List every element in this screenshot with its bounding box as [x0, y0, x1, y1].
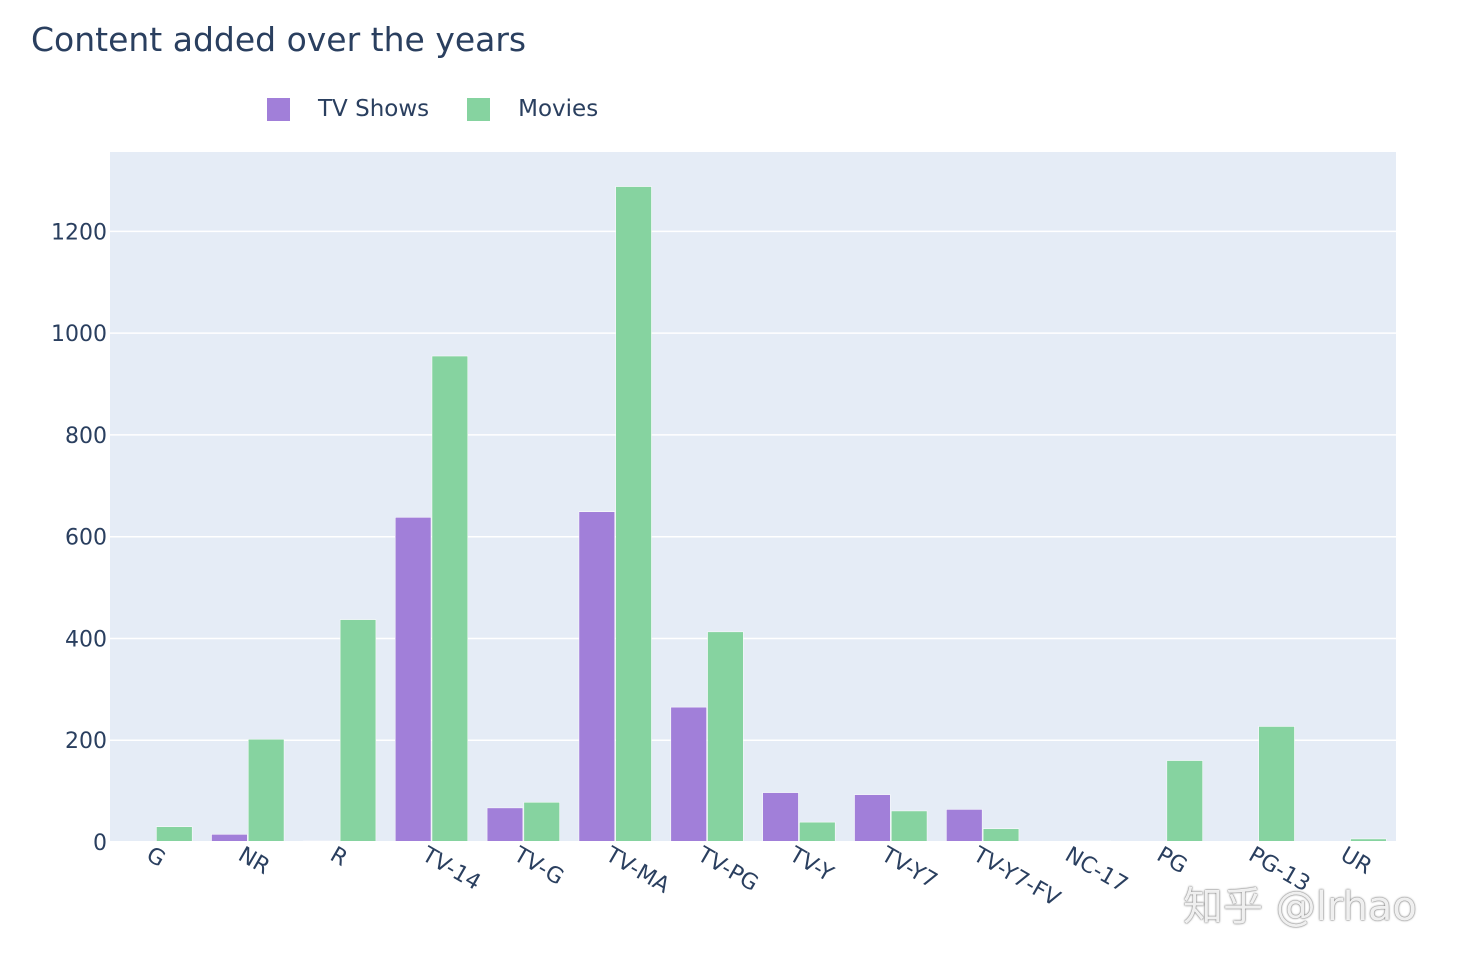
x-tick-label-tv-14: TV-14 [417, 842, 485, 896]
legend-label-movies: Movies [518, 96, 599, 122]
plot-background [110, 152, 1396, 842]
legend-swatch-movies [467, 97, 491, 121]
x-tick-label-r: R [326, 842, 352, 871]
legend-item-movies[interactable]: Movies [467, 96, 598, 122]
bar-tv-shows-tv-y7 [854, 794, 891, 843]
legend-item-tv-shows[interactable]: TV Shows [267, 96, 429, 122]
y-tick-label-400: 400 [65, 627, 107, 652]
bar-tv-shows-tv-ma [578, 511, 615, 843]
x-tick-label-tv-pg: TV-PG [692, 842, 762, 897]
bar-movies-tv-y7-fv [982, 828, 1020, 843]
bar-movies-tv-ma [615, 186, 652, 843]
bar-movies-tv-g [523, 802, 560, 843]
x-tick-label-tv-y: TV-Y [784, 842, 838, 887]
bar-movies-tv-14 [431, 355, 468, 843]
bar-tv-shows-tv-pg [670, 706, 707, 843]
legend-label-tv-shows: TV Shows [318, 96, 430, 122]
bar-tv-shows-tv-14 [395, 517, 432, 843]
y-tick-label-1000: 1000 [51, 322, 107, 347]
x-tick-label-tv-y7-fv: TV-Y7-FV [968, 842, 1064, 912]
x-tick-label-g: G [142, 842, 169, 872]
x-tick-label-tv-g: TV-G [509, 842, 568, 891]
watermark: 知乎 @lrhao [1183, 884, 1417, 930]
y-tick-label-0: 0 [93, 831, 107, 856]
x-tick-label-tv-y7: TV-Y7 [876, 842, 941, 894]
y-tick-label-200: 200 [65, 729, 107, 754]
bar-movies-pg [1166, 760, 1203, 843]
bar-tv-shows-tv-y7-fv [946, 809, 983, 843]
y-tick-label-1200: 1200 [51, 220, 107, 245]
bar-movies-tv-y7 [891, 810, 928, 843]
bar-movies-g [156, 826, 193, 843]
legend-swatch-tv-shows [267, 97, 290, 121]
legend: TV Shows Movies [267, 96, 636, 122]
bar-tv-shows-nr [211, 834, 248, 843]
y-tick-label-800: 800 [65, 424, 107, 449]
x-tick-label-nc-17: NC-17 [1061, 842, 1132, 898]
bar-movies-tv-y [799, 821, 836, 843]
bar-tv-shows-tv-y [762, 792, 799, 843]
x-tick-label-nr: NR [234, 842, 274, 880]
chart-title: Content added over the years [31, 20, 527, 59]
bar-movies-pg-13 [1258, 726, 1295, 843]
bar-movies-r [339, 619, 377, 843]
bar-tv-shows-tv-g [486, 807, 524, 843]
bar-movies-tv-pg [707, 631, 744, 843]
x-tick-label-tv-ma: TV-MA [600, 842, 673, 899]
bar-movies-nr [248, 738, 285, 843]
y-tick-label-600: 600 [65, 526, 107, 551]
